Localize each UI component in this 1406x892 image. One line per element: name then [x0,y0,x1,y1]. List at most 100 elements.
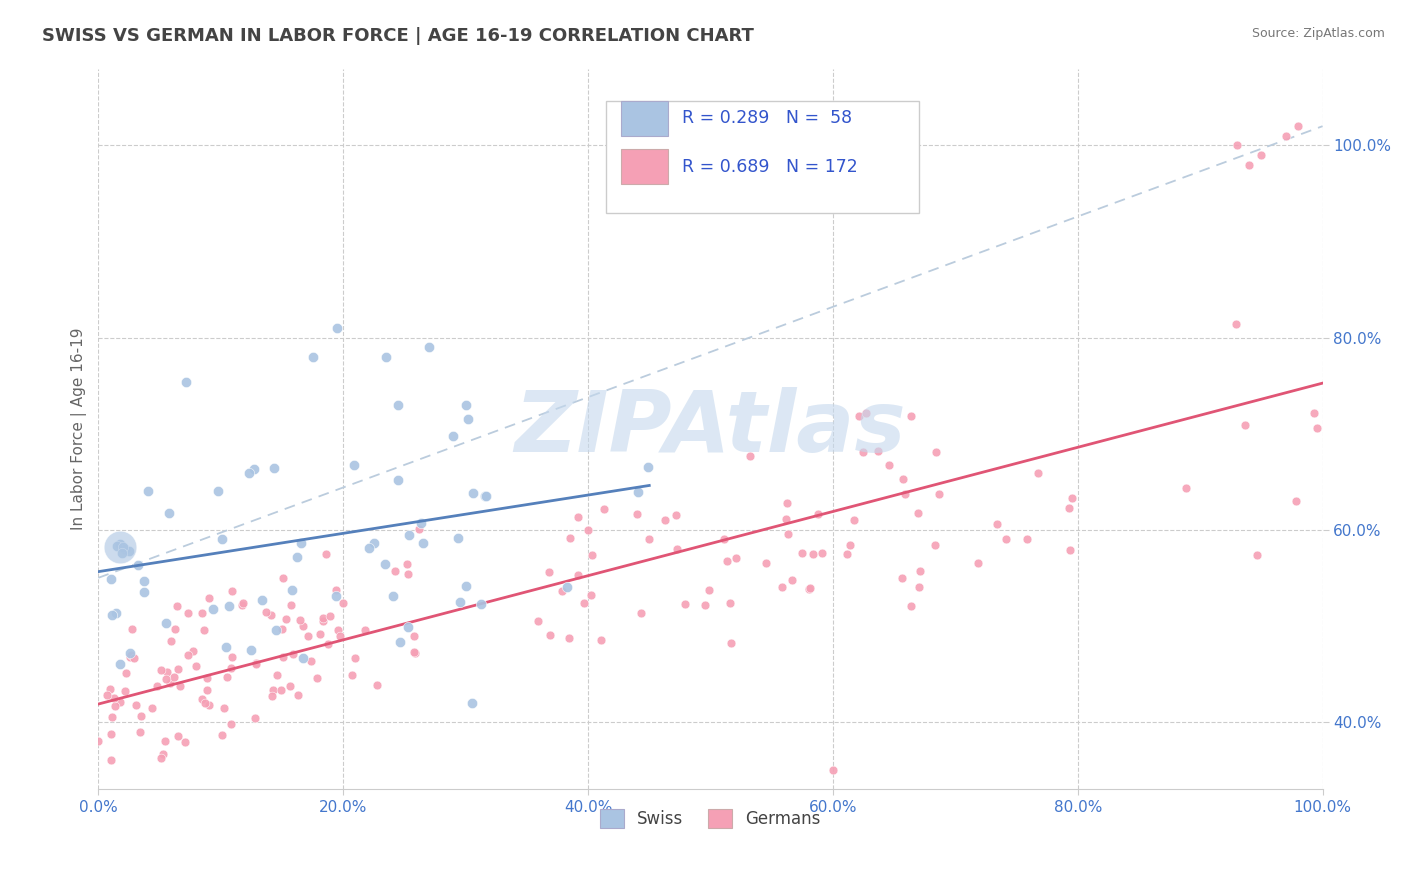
Point [157,506,180,520]
Point [285,549,308,564]
Legend: Swiss, Germans: Swiss, Germans [593,803,827,835]
Point [197,682,219,697]
Point [591,632,613,647]
Point [149,663,172,677]
Point [340,668,363,682]
Point [155,615,177,630]
Point [195,671,218,685]
Point [366,678,388,692]
Point [665,541,688,556]
Point [879,458,901,472]
Point [201,601,224,615]
Point [312,615,335,629]
Point [799,581,821,595]
Point [384,564,406,578]
Point [307,671,329,685]
Point [100,727,122,741]
Point [325,582,347,597]
Point [1226,138,1249,153]
Point [218,599,240,613]
Point [141,700,163,714]
Point [207,484,229,499]
Point [173,734,195,748]
Text: R = 0.289   N =  58: R = 0.289 N = 58 [682,109,852,128]
Point [1060,491,1083,505]
Point [221,584,243,599]
Point [239,643,262,657]
Point [538,628,561,642]
Point [290,536,312,550]
Point [245,657,267,671]
Point [839,538,862,552]
Point [1306,421,1329,435]
Y-axis label: In Labor Force | Age 16-19: In Labor Force | Age 16-19 [72,327,87,530]
Point [211,728,233,742]
Point [387,474,409,488]
Point [907,506,929,520]
Point [654,513,676,527]
Point [110,537,132,551]
Point [470,598,492,612]
Point [718,596,741,610]
Point [167,730,190,744]
Point [87,734,110,748]
FancyBboxPatch shape [606,101,918,212]
Point [1275,128,1298,143]
Point [118,544,141,558]
Point [1059,501,1081,516]
Point [174,375,197,389]
Point [449,595,471,609]
Point [118,649,141,664]
Point [283,648,305,662]
Point [250,592,273,607]
Point [557,580,579,594]
Point [325,589,347,603]
Point [402,629,425,643]
Point [925,444,948,458]
Point [318,638,340,652]
Point [101,608,124,623]
Point [908,564,931,578]
Point [194,696,217,710]
Point [866,444,889,458]
Point [474,489,496,503]
Point [110,540,132,554]
Point [404,646,426,660]
Point [263,460,285,475]
Point [664,508,686,522]
Point [114,541,136,556]
Point [381,589,404,603]
Point [264,624,287,638]
Point [166,599,188,614]
Point [271,571,294,585]
Point [276,611,298,625]
Point [343,458,366,472]
Point [626,507,648,521]
Point [167,661,190,675]
Point [725,550,748,565]
Point [697,583,720,598]
Point [155,673,177,687]
Point [121,622,143,636]
Point [100,572,122,586]
Point [127,558,149,572]
Point [260,607,283,622]
Point [163,670,186,684]
Point [526,614,548,628]
Point [1017,533,1039,547]
Point [301,350,323,364]
Point [181,644,204,658]
Point [893,486,915,500]
Point [354,623,377,637]
Point [198,591,221,605]
Point [280,599,302,613]
Point [243,711,266,725]
Point [1225,317,1247,331]
Point [198,698,221,712]
Point [924,538,946,552]
Point [567,509,589,524]
Point [713,532,735,546]
Point [821,763,844,777]
Point [630,606,652,620]
Point [398,528,420,542]
